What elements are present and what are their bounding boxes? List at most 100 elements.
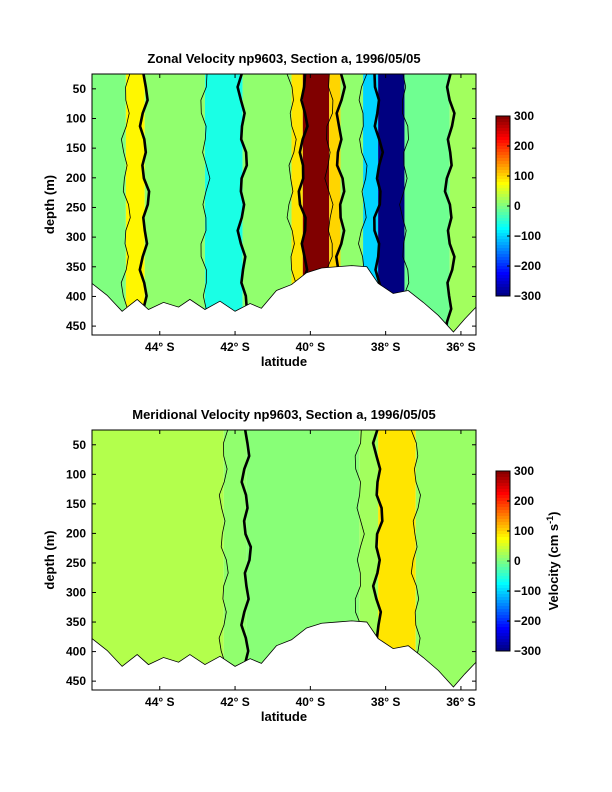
- colorbar-cell: [496, 528, 510, 532]
- colorbar-cell: [496, 609, 510, 613]
- colorbar-cell: [496, 546, 510, 550]
- colorbar-cell: [496, 507, 510, 511]
- bathymetry-outline: [91, 620, 477, 688]
- colorbar-cell: [496, 293, 510, 297]
- axes-box: [91, 429, 477, 691]
- colorbar-cell: [496, 206, 510, 210]
- velocity-band-6: [415, 430, 476, 688]
- y-tick-label: 250: [66, 200, 86, 214]
- colorbar-cell: [496, 486, 510, 490]
- colorbar-cell: [496, 579, 510, 583]
- x-axis-label: latitude: [261, 354, 307, 369]
- colorbar-cell: [496, 230, 510, 234]
- colorbar-cell: [496, 218, 510, 222]
- colorbar-cell: [496, 474, 510, 478]
- colorbar-cell: [496, 588, 510, 592]
- colorbar-cell: [496, 534, 510, 538]
- chart-panel-1: Zonal Velocity np9603, Section a, 1996/0…: [42, 51, 541, 369]
- colorbar-tick-label: 0: [514, 554, 521, 568]
- colorbar-cell: [496, 179, 510, 183]
- colorbar-cell: [496, 600, 510, 604]
- colorbar-tick-label: 100: [514, 169, 534, 183]
- colorbar-cell: [496, 221, 510, 225]
- colorbar-cell: [496, 648, 510, 652]
- colorbar-cell: [496, 134, 510, 138]
- x-tick-label: 44° S: [145, 340, 174, 354]
- colorbar-cell: [496, 158, 510, 162]
- colorbar-cell: [496, 290, 510, 294]
- colorbar-cell: [496, 233, 510, 237]
- colorbar-cell: [496, 591, 510, 595]
- colorbar-cell: [496, 498, 510, 502]
- colorbar-cell: [496, 173, 510, 177]
- colorbar-tick-label: 100: [514, 524, 534, 538]
- colorbar-tick-label: 300: [514, 109, 534, 123]
- colorbar-cell: [496, 603, 510, 607]
- colorbar-cell: [496, 257, 510, 261]
- colorbar-tick-label: 200: [514, 494, 534, 508]
- colorbar-cell: [496, 182, 510, 186]
- y-tick-label: 200: [66, 526, 86, 540]
- velocity-band-6: [291, 74, 303, 333]
- colorbar-cell: [496, 621, 510, 625]
- y-tick-label: 150: [66, 497, 86, 511]
- colorbar-label: Velocity (cm s-1): [545, 511, 561, 610]
- x-tick-label: 38° S: [371, 340, 400, 354]
- colorbar-tick-label: −200: [514, 614, 541, 628]
- y-tick-label: 50: [73, 82, 87, 96]
- velocity-band-8: [329, 74, 341, 333]
- colorbar-cell: [496, 191, 510, 195]
- colorbar-tick-label: −300: [514, 289, 541, 303]
- colorbar-cell: [496, 501, 510, 505]
- colorbar-cell: [496, 128, 510, 132]
- x-axis-label: latitude: [261, 709, 307, 724]
- colorbar-cell: [496, 633, 510, 637]
- chart-panel-2: Meridional Velocity np9603, Section a, 1…: [42, 407, 561, 724]
- x-tick-label: 40° S: [296, 340, 325, 354]
- y-tick-label: 300: [66, 230, 86, 244]
- colorbar-cell: [496, 125, 510, 129]
- velocity-band-4: [204, 74, 243, 333]
- colorbar-cell: [496, 287, 510, 291]
- colorbar-cell: [496, 612, 510, 616]
- colorbar-tick-label: −300: [514, 644, 541, 658]
- colorbar-tick-label: −100: [514, 584, 541, 598]
- colorbar-cell: [496, 606, 510, 610]
- contour-line-3: [200, 74, 211, 333]
- colorbar-cell: [496, 236, 510, 240]
- colorbar-cell: [496, 645, 510, 649]
- colorbar-cell: [496, 615, 510, 619]
- colorbar-cell: [496, 564, 510, 568]
- colorbar-cell: [496, 510, 510, 514]
- colorbar-cell: [496, 266, 510, 270]
- colorbar-cell: [496, 636, 510, 640]
- colorbar-cell: [496, 624, 510, 628]
- velocity-band-12: [404, 74, 450, 333]
- y-axis-label: depth (m): [42, 175, 57, 234]
- contour-line-2: [138, 74, 151, 333]
- colorbar-cell: [496, 275, 510, 279]
- colorbar-cell: [496, 245, 510, 249]
- colorbar-cell: [496, 573, 510, 577]
- contour-line-1: [218, 430, 229, 688]
- colorbar-cell: [496, 531, 510, 535]
- contour-line-1: [120, 74, 131, 333]
- colorbar-cell: [496, 504, 510, 508]
- x-tick-label: 42° S: [220, 340, 249, 354]
- colorbar-cell: [496, 185, 510, 189]
- colorbar: 300 200 100 0 −100 −200 −300 Velocity (cm s-1): [495, 464, 561, 658]
- x-tick-label: 36° S: [446, 695, 475, 709]
- y-tick-label: 400: [66, 289, 86, 303]
- colorbar-cell: [496, 239, 510, 243]
- colorbar-cell: [496, 254, 510, 258]
- bathymetry-outline: [91, 265, 477, 333]
- contour-line-2: [240, 430, 253, 688]
- colorbar-cell: [496, 552, 510, 556]
- colorbar-cell: [496, 227, 510, 231]
- colorbar-cell: [496, 537, 510, 541]
- y-tick-label: 400: [66, 645, 86, 659]
- colorbar-tick-label: 300: [514, 464, 534, 478]
- colorbar-cell: [496, 140, 510, 144]
- colorbar: 300 200 100 0 −100 −200 −300: [495, 109, 541, 303]
